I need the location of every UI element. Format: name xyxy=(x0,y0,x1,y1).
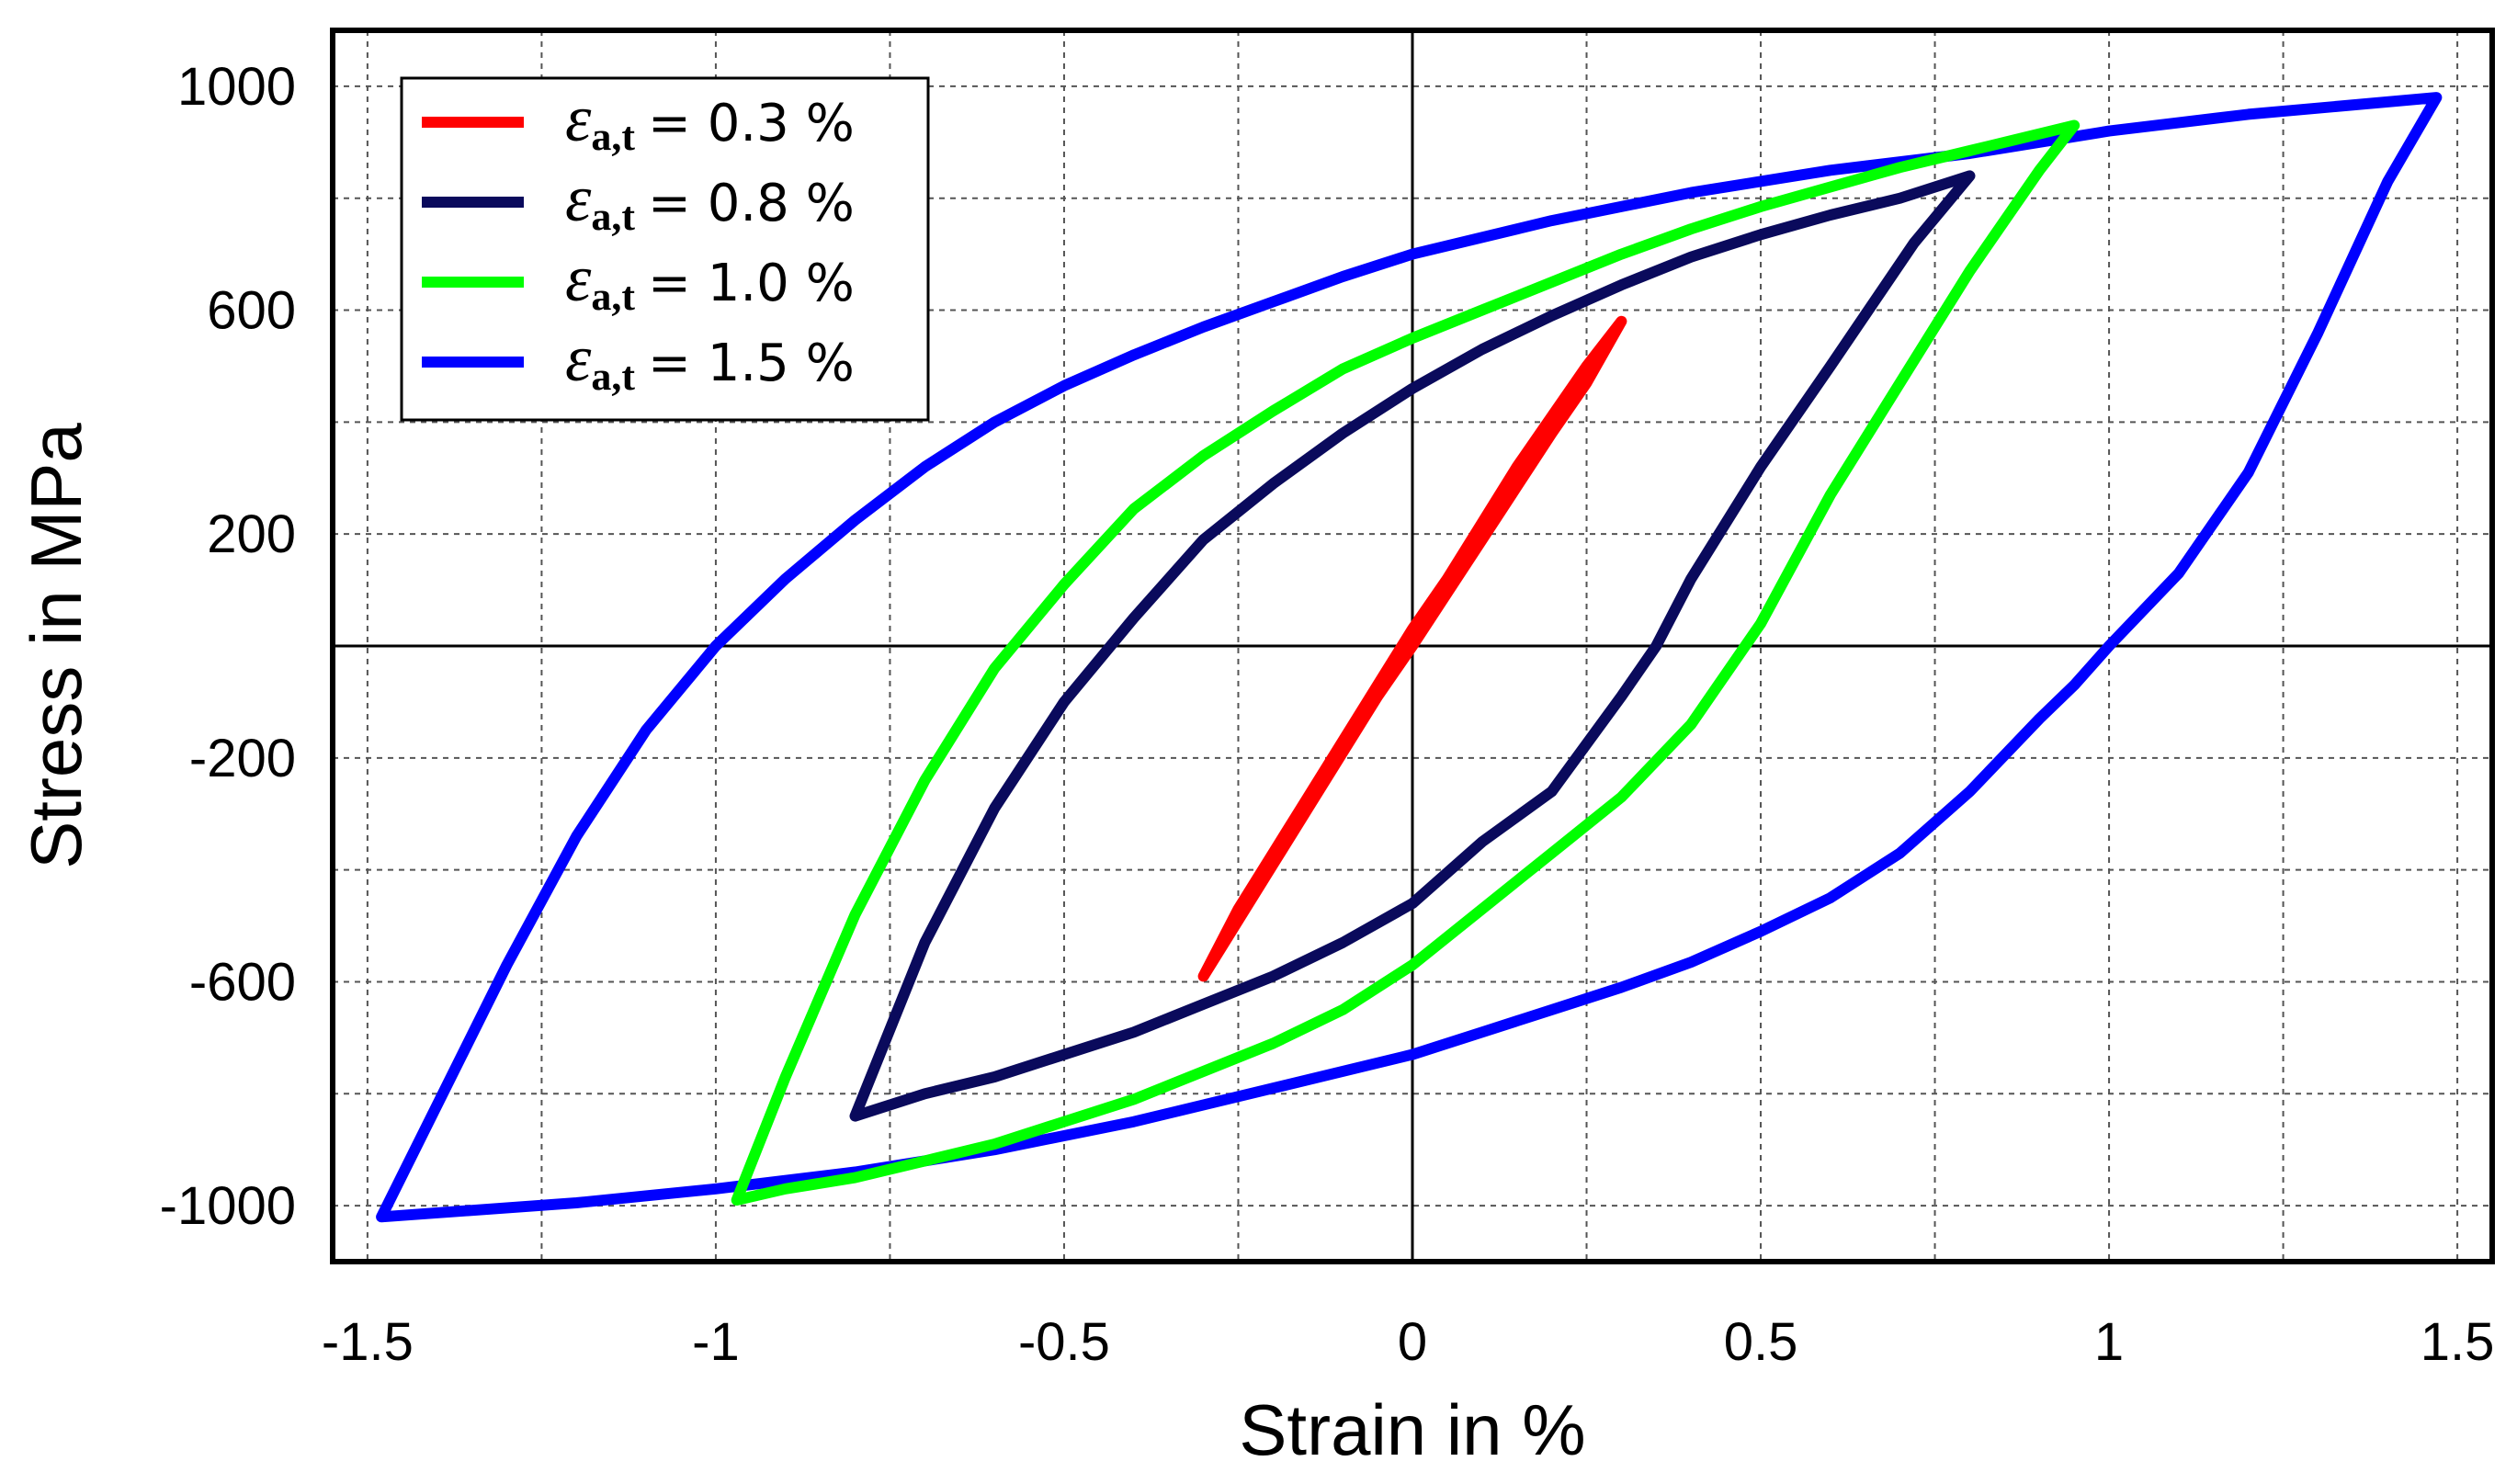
tick-labels: -1.5 -1 -0.5 0 0.5 1 1.5 -1000 -600 -200 200 600 100… xyxy=(160,57,2495,1372)
x-tick-label: -0.5 xyxy=(1018,1312,1110,1372)
legend-label: εa,t = 0.3 % xyxy=(565,82,855,159)
y-tick-label: -600 xyxy=(189,952,296,1012)
series-line-0 xyxy=(1197,315,1627,982)
legend-label: εa,t = 0.8 % xyxy=(565,162,855,239)
y-tick-label: 600 xyxy=(207,281,296,341)
x-tick-label: -1.5 xyxy=(322,1312,414,1372)
data-series xyxy=(376,92,2443,1223)
plot-frame xyxy=(330,28,2495,1264)
x-tick-label: 0 xyxy=(1398,1312,1427,1372)
x-tick-label: -1 xyxy=(692,1312,740,1372)
legend-label: εa,t = 1.0 % xyxy=(565,242,855,319)
series-line-1 xyxy=(849,170,1976,1122)
series-line-2 xyxy=(731,119,2080,1206)
y-tick-label: -200 xyxy=(189,729,296,788)
legend: εa,t = 0.3 %εa,t = 0.8 %εa,t = 1.0 %εa,t = 1… xyxy=(400,76,930,422)
y-tick-label: -1000 xyxy=(160,1176,296,1236)
y-tick-label: 200 xyxy=(207,504,296,564)
grid xyxy=(333,30,2492,1262)
x-tick-label: 0.5 xyxy=(1724,1312,1798,1372)
series-line-3 xyxy=(376,92,2443,1223)
y-tick-label: 1000 xyxy=(177,57,296,117)
x-axis-title: Strain in % xyxy=(1239,1389,1585,1470)
legend-label: εa,t = 1.5 % xyxy=(565,322,855,399)
y-axis-title: Stress in MPa xyxy=(16,423,96,869)
x-tick-label: 1 xyxy=(2094,1312,2124,1372)
x-tick-label: 1.5 xyxy=(2421,1312,2495,1372)
